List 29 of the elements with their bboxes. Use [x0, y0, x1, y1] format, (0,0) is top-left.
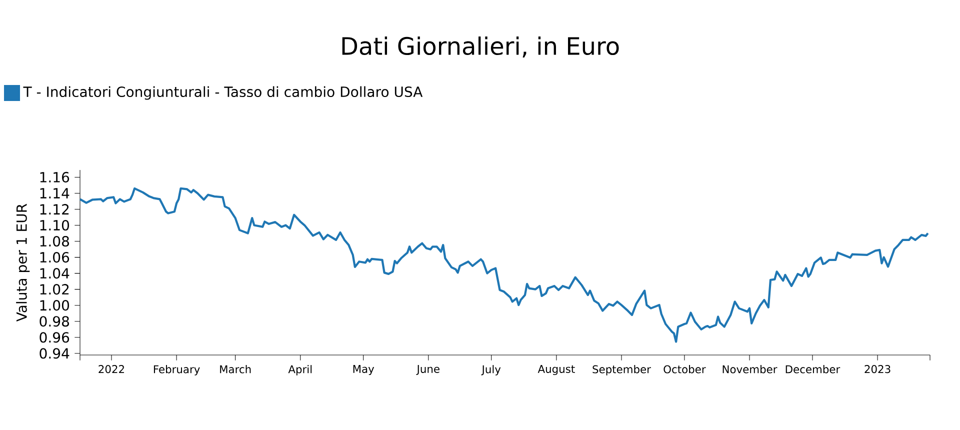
- x-tick-label: March: [220, 365, 251, 374]
- x-tick-label: October: [664, 365, 706, 374]
- x-tick-label: June: [416, 365, 440, 375]
- y-tick-label: 1.02: [40, 284, 69, 295]
- y-tick-label: 1.12: [40, 204, 69, 214]
- y-tick-label: 0.98: [40, 316, 69, 327]
- x-tick-label: September: [592, 365, 651, 376]
- y-axis-title: Valuta per 1 EUR: [16, 204, 30, 322]
- x-tick-label: December: [786, 365, 840, 374]
- x-tick-label: November: [722, 365, 778, 374]
- y-tick-label: 1.16: [40, 172, 70, 182]
- x-tick-label: 2022: [98, 365, 124, 374]
- line-series: [78, 187, 929, 343]
- x-tick-label: 2023: [864, 365, 890, 374]
- y-tick-label: 1.14: [40, 188, 70, 198]
- x-tick-label: February: [154, 365, 200, 376]
- y-tick-label: 0.94: [40, 348, 70, 359]
- x-tick-label: July: [481, 365, 501, 376]
- y-tick-label: 1.04: [40, 268, 70, 279]
- x-tick-label: April: [288, 365, 312, 376]
- y-tick-label: 0.96: [40, 332, 70, 343]
- y-tick-label: 1.06: [40, 252, 70, 263]
- x-tick-label: May: [353, 365, 374, 376]
- y-tick-label: 1.00: [40, 300, 70, 311]
- legend-label: T - Indicatori Congiunturali - Tasso di cambio Dollaro USA: [23, 86, 423, 100]
- chart-title: Dati Giornalieri, in Euro: [342, 36, 619, 58]
- y-tick-label: 1.10: [40, 220, 70, 231]
- y-tick-label: 1.08: [40, 236, 69, 247]
- x-tick-label: August: [538, 365, 575, 376]
